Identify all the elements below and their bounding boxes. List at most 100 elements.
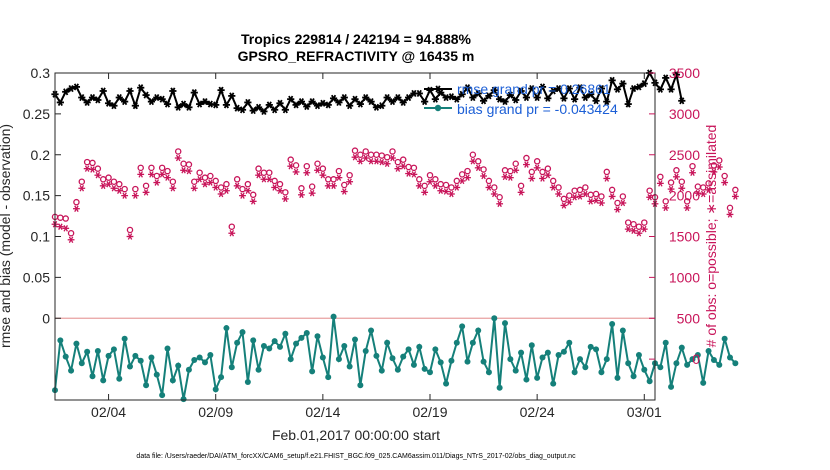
- bias-point: [57, 337, 64, 344]
- assimilated-obs-point: [83, 165, 91, 172]
- rmse-point: [174, 103, 182, 111]
- assimilated-obs-point: [330, 182, 337, 190]
- assimilated-obs-point: [699, 190, 707, 198]
- bias-point: [266, 345, 273, 352]
- rmse-point: [115, 93, 123, 102]
- assimilated-obs-point: [56, 223, 64, 230]
- assimilated-obs-point: [89, 166, 96, 173]
- bias-point: [732, 360, 739, 367]
- possible-obs-point: [174, 148, 182, 155]
- assimilated-obs-point: [640, 225, 648, 233]
- possible-obs-point: [662, 198, 669, 205]
- y-tick-label: 0.2: [31, 147, 51, 163]
- rmse-point: [383, 93, 391, 102]
- bias-point: [116, 375, 123, 382]
- possible-obs-point: [362, 148, 369, 155]
- assimilated-obs-point: [710, 168, 718, 176]
- bias-point: [577, 356, 583, 363]
- possible-obs-point: [410, 164, 418, 172]
- bias-point: [539, 354, 546, 361]
- possible-obs-point: [732, 186, 739, 194]
- assimilated-obs-point: [517, 189, 525, 196]
- possible-obs-point: [699, 184, 707, 191]
- rmse-point: [463, 84, 472, 92]
- right-tick-label: 3500: [669, 65, 700, 81]
- assimilated-obs-point: [389, 154, 396, 162]
- bias-point: [400, 353, 407, 360]
- bias-point: [410, 361, 417, 368]
- rmse-point: [619, 80, 627, 88]
- assimilated-obs-point: [592, 197, 600, 204]
- x-tick-label: 02/09: [198, 404, 233, 420]
- rmse-point: [212, 101, 220, 109]
- assimilated-obs-point: [244, 187, 252, 194]
- possible-obs-point: [94, 165, 102, 172]
- right-tick-label: 3000: [669, 106, 700, 122]
- rmse-point: [292, 101, 300, 109]
- bias-point: [346, 363, 353, 370]
- rmse-point: [667, 85, 675, 93]
- rmse-series-group: [51, 69, 686, 115]
- possible-obs-point: [603, 168, 611, 176]
- rmse-point: [587, 90, 595, 98]
- rmse-point: [571, 95, 579, 103]
- bias-point: [218, 374, 225, 381]
- assimilated-obs-point: [340, 188, 348, 195]
- possible-obs-point: [191, 178, 198, 185]
- legend-bias-marker: [434, 104, 442, 112]
- rmse-point: [378, 102, 386, 110]
- bias-point: [196, 354, 203, 361]
- assimilated-obs-point: [726, 211, 734, 218]
- rmse-point: [421, 98, 429, 106]
- assimilated-obs-point: [105, 180, 112, 188]
- bias-point: [378, 367, 385, 374]
- bias-point: [357, 382, 364, 389]
- rmse-point: [228, 92, 236, 100]
- legend-rmse-marker: [434, 85, 442, 93]
- footer-data-file: data file: /Users/raeder/DAI/ATM_forcXX/…: [136, 453, 576, 460]
- rmse-point: [549, 87, 557, 95]
- bias-point: [207, 352, 214, 359]
- possible-obs-point: [244, 180, 252, 188]
- bias-point: [507, 356, 514, 363]
- rmse-point: [458, 90, 466, 98]
- bias-point: [619, 327, 626, 334]
- possible-obs-point: [89, 159, 96, 167]
- rmse-point: [83, 98, 91, 106]
- possible-obs-point: [287, 156, 294, 163]
- bias-point: [223, 325, 230, 332]
- rmse-point: [592, 97, 600, 105]
- bias-point: [341, 343, 348, 350]
- bias-point: [143, 382, 150, 389]
- rmse-point: [490, 86, 498, 94]
- assimilated-obs-point: [523, 161, 530, 168]
- bias-point: [437, 359, 444, 366]
- bias-point: [416, 343, 423, 350]
- bias-point: [459, 323, 466, 330]
- right-tick-labels: 0 500 1000 1500 2000 2500 3000 3500: [669, 65, 700, 367]
- left-tick-labels: 0 0.05 0.1 0.15 0.2 0.25 0.3: [23, 65, 50, 326]
- bias-point: [293, 340, 300, 347]
- bias-point: [630, 373, 637, 380]
- rmse-point: [469, 93, 477, 102]
- y-tick-label: 0.15: [23, 188, 50, 204]
- rmse-point: [399, 98, 407, 106]
- possible-obs-point: [716, 157, 723, 164]
- bias-point: [202, 359, 208, 366]
- rmse-point: [394, 93, 402, 102]
- bias-point: [244, 379, 251, 386]
- bias-point: [571, 369, 578, 376]
- bias-point: [255, 366, 262, 373]
- bias-point: [287, 356, 294, 363]
- assimilated-obs-point: [544, 171, 552, 179]
- rmse-point: [265, 101, 273, 109]
- bias-point: [673, 360, 680, 367]
- assimilated-obs-point: [458, 177, 466, 185]
- possible-obs-point: [657, 173, 664, 181]
- assimilated-obs-point: [453, 184, 461, 191]
- rmse-point: [474, 89, 482, 98]
- legend-rmse-star: [434, 85, 442, 93]
- possible-obs-point: [73, 198, 80, 206]
- possible-obs-point: [142, 182, 150, 190]
- rmse-point: [528, 84, 536, 93]
